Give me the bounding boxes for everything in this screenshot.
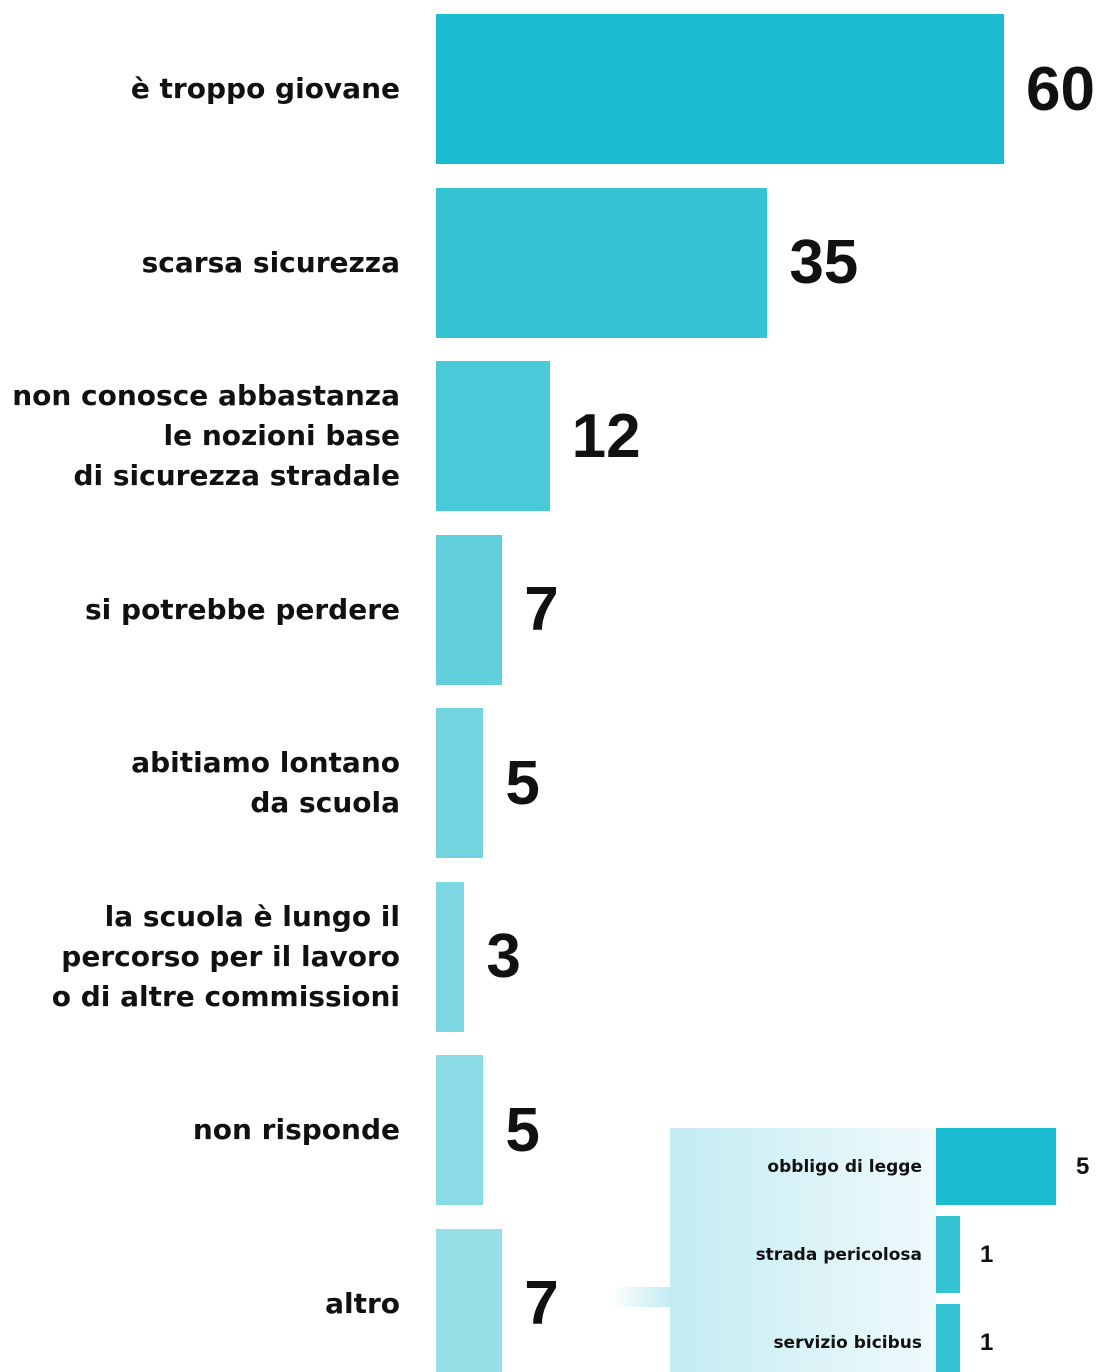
value-label: 60: [1026, 54, 1095, 124]
category-label: scarsa sicurezza: [141, 245, 400, 279]
bar: [436, 534, 503, 685]
bar: [436, 1228, 503, 1372]
category-label: servizio bicibus: [773, 1332, 922, 1353]
category-label: strada pericolosa: [755, 1244, 922, 1265]
value-label: 35: [789, 228, 859, 297]
value-label: 1: [980, 1240, 994, 1268]
bar: [436, 187, 768, 338]
connector: [610, 1287, 670, 1307]
bar: [936, 1304, 960, 1372]
value-label: 7: [524, 575, 559, 644]
value-label: 5: [505, 748, 540, 818]
category-label: non risponde: [192, 1113, 400, 1146]
value-label: 12: [571, 401, 641, 471]
value-label: 3: [486, 922, 521, 991]
bar: [436, 1055, 484, 1205]
category-label: la scuola è lungo il percorso per il lav…: [51, 899, 400, 1013]
value-label: 1: [980, 1328, 994, 1356]
bar: [436, 14, 1004, 164]
value-label: 5: [1076, 1152, 1090, 1180]
category-label: è troppo giovane: [130, 72, 400, 105]
bar: [936, 1216, 960, 1293]
category-label: non conosce abbastanza le nozioni base d…: [12, 379, 400, 492]
value-label: 7: [524, 1269, 559, 1338]
bar: [436, 708, 484, 858]
category-label: obbligo di legge: [767, 1156, 922, 1177]
value-label: 5: [505, 1095, 540, 1165]
sub-panel: [670, 1128, 936, 1372]
category-label: abitiamo lontano da scuola: [131, 746, 400, 819]
category-label: altro: [325, 1286, 400, 1320]
category-label: si potrebbe perdere: [85, 592, 400, 626]
bar: [436, 881, 465, 1032]
bar: [936, 1128, 1056, 1205]
bar: [436, 361, 550, 511]
